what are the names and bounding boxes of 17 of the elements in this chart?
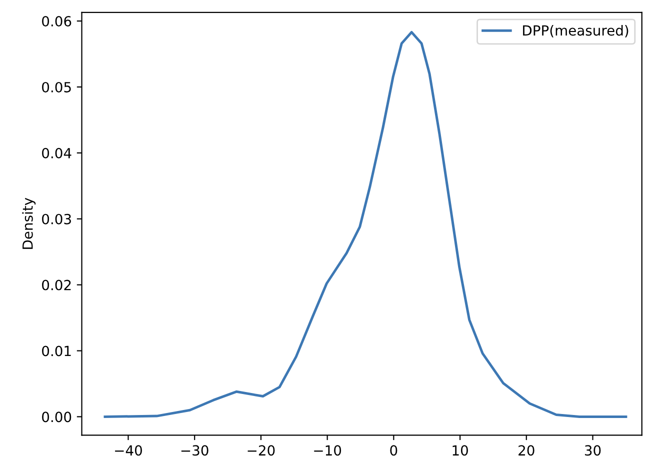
- legend-label: DPP(measured): [523, 24, 628, 38]
- y-tick-label: 0.05: [42, 82, 71, 92]
- y-tick-label: 0.01: [42, 346, 71, 356]
- y-tick-label: 0.04: [42, 148, 72, 158]
- y-tick-label: 0.02: [42, 280, 71, 290]
- x-tick-label: 30: [584, 445, 601, 456]
- x-tick-label: 20: [518, 445, 534, 456]
- y-tick-label: 0.03: [42, 214, 71, 224]
- x-tick-label: −20: [248, 445, 275, 456]
- x-tick-label: −40: [115, 445, 142, 456]
- x-tick-label: 10: [452, 445, 468, 456]
- y-tick-label: 0.06: [42, 16, 72, 26]
- x-tick-label: −10: [314, 445, 342, 456]
- y-tick-label: 0.00: [42, 412, 72, 422]
- x-tick-label: −30: [181, 445, 208, 456]
- y-axis-title: Density: [22, 198, 36, 249]
- x-tick-label: 0: [390, 445, 398, 456]
